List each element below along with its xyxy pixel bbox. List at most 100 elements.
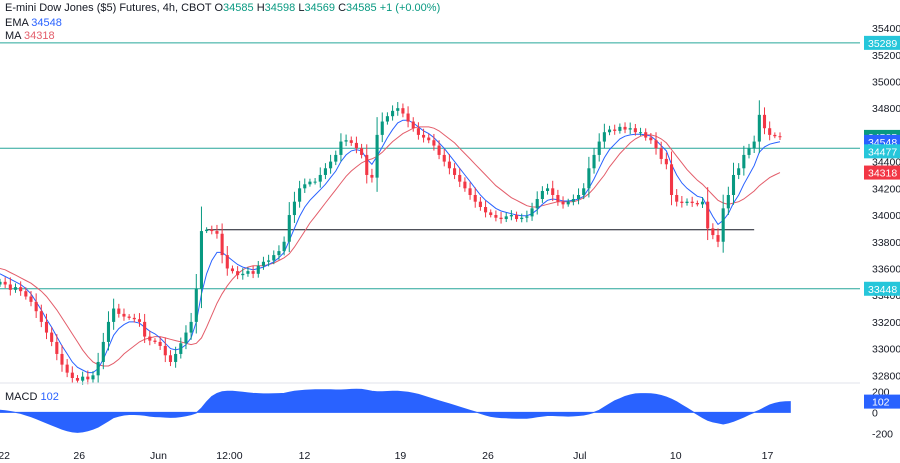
low-value: 34569: [304, 2, 336, 14]
candle-body: [644, 132, 648, 138]
candle-body: [618, 126, 622, 131]
candle-body: [499, 217, 503, 220]
price-tick-label: 33000: [872, 344, 900, 356]
candle-body: [659, 148, 663, 159]
candle-body: [112, 308, 116, 322]
candle-body: [695, 203, 699, 205]
candle-body: [215, 231, 219, 234]
candle-body: [148, 336, 152, 341]
time-tick-label: 19: [395, 450, 407, 462]
candle-body: [654, 140, 658, 149]
candle-body: [721, 208, 725, 242]
candle-body: [3, 281, 7, 285]
candle-body: [546, 188, 550, 191]
candle-body: [282, 241, 286, 252]
candle-body: [194, 288, 198, 322]
ema-label: EMA: [5, 17, 29, 29]
candle-body: [587, 168, 591, 189]
candle-body: [8, 284, 12, 290]
candle-body: [168, 355, 173, 362]
time-tick-label: 22: [0, 450, 10, 462]
candle-body: [365, 154, 369, 175]
candle-body: [535, 199, 539, 209]
candle-body: [478, 201, 482, 208]
candle-body: [127, 316, 131, 318]
candle-body: [602, 132, 606, 142]
open-label: O: [214, 2, 224, 14]
candle-body: [19, 287, 23, 292]
candle-body: [55, 341, 59, 354]
candle-body: [597, 141, 601, 155]
price-badge: [864, 144, 900, 159]
candle-body: [515, 215, 519, 220]
symbol-legend: E-mini Dow Jones ($5) Futures, 4h, CBOT …: [5, 2, 440, 14]
candle-body: [308, 181, 312, 185]
candle-body: [504, 216, 508, 220]
candle-body: [313, 181, 317, 183]
price-badges: 352893458534548344773431833448: [864, 35, 900, 296]
candle-body: [318, 174, 322, 182]
time-tick-label: 17: [762, 450, 774, 462]
candle-body: [370, 174, 374, 178]
macd-tick-label: -200: [872, 428, 893, 440]
candle-body: [582, 188, 586, 195]
candle-body: [576, 195, 581, 200]
candle-body: [329, 161, 333, 169]
time-tick-label: 12:00: [216, 450, 242, 462]
candle-body: [416, 128, 420, 135]
candle-body: [39, 311, 43, 322]
candle-body: [65, 364, 69, 373]
ma-legend[interactable]: MA 34318: [5, 30, 55, 42]
candle-body: [628, 128, 632, 130]
time-tick-label: 12: [299, 450, 311, 462]
price-tick-label: 33800: [872, 237, 900, 249]
candle-body: [494, 215, 498, 218]
price-tick-label: 34800: [872, 103, 900, 115]
price-badge-label: 34318: [868, 168, 897, 180]
candle-body: [706, 201, 710, 229]
candle-body: [334, 154, 338, 162]
macd-area: [0, 388, 791, 433]
candle-body: [638, 132, 643, 134]
ema-line: [0, 119, 781, 374]
candle-body: [623, 126, 627, 130]
candle-body: [256, 265, 260, 274]
symbol-title: E-mini Dow Jones ($5) Futures, 4h, CBOT: [5, 2, 212, 14]
candle-body: [525, 216, 529, 218]
candle-body: [613, 129, 617, 131]
candle-body: [762, 114, 767, 129]
candle-body: [711, 228, 715, 236]
candle-body: [592, 154, 596, 169]
open-value: 34585: [223, 2, 254, 14]
change-value: +1 (+0.00%): [379, 2, 441, 14]
candle-body: [391, 110, 395, 117]
candle-body: [540, 190, 544, 200]
candle-body: [344, 140, 348, 142]
candle-body: [737, 168, 741, 175]
candle-body: [81, 376, 85, 381]
candle-body: [323, 168, 327, 175]
candle-body: [106, 321, 111, 342]
candle-body: [70, 372, 74, 378]
candle-body: [375, 134, 379, 178]
candle-body: [685, 201, 689, 204]
candle-body: [101, 341, 105, 362]
candle-body: [261, 261, 265, 266]
candle-body: [96, 361, 100, 376]
candle-body: [473, 195, 477, 202]
candle-body: [453, 168, 457, 175]
macd-legend[interactable]: MACD 102: [5, 391, 59, 403]
ema-legend[interactable]: EMA 34548: [5, 17, 62, 29]
price-axis: 3540035200350003480034600344003420034000…: [872, 23, 900, 382]
candle-body: [75, 377, 80, 381]
candle-body: [422, 134, 426, 138]
candle-body: [122, 313, 126, 317]
candle-body: [468, 188, 472, 195]
candle-body: [675, 195, 679, 202]
horizontal-levels: [0, 42, 860, 290]
candle-body: [184, 332, 188, 344]
candle-body: [385, 116, 389, 122]
candle-body: [143, 321, 147, 337]
candle-body: [298, 188, 302, 202]
